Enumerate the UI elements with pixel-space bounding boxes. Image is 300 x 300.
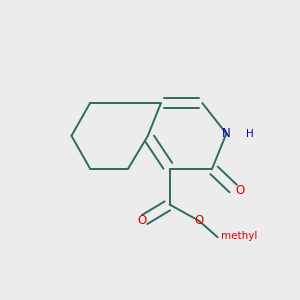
Text: N: N xyxy=(222,127,231,140)
Text: O: O xyxy=(194,214,204,227)
Text: O: O xyxy=(138,214,147,227)
Text: H: H xyxy=(246,129,254,139)
Text: methyl: methyl xyxy=(221,231,257,241)
Text: O: O xyxy=(235,184,244,197)
